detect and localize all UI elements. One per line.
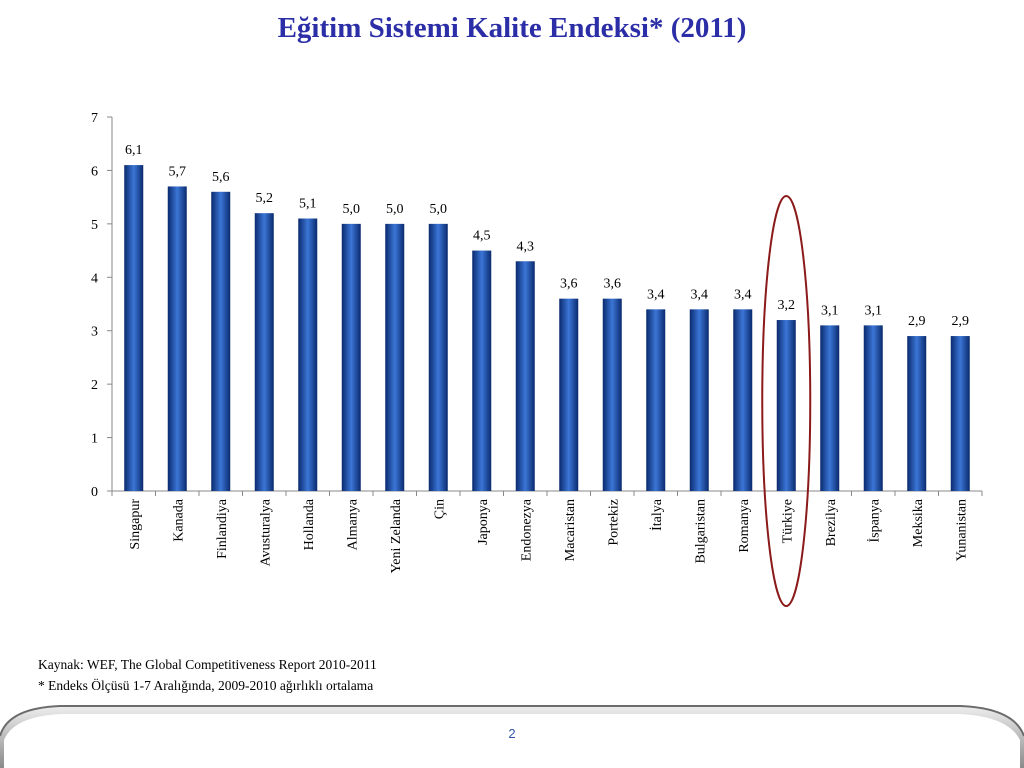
category-label: Kanada xyxy=(171,498,186,542)
data-label: 3,6 xyxy=(604,277,622,292)
bar xyxy=(820,325,840,491)
data-label: 5,0 xyxy=(430,202,448,217)
y-tick-label: 6 xyxy=(91,164,98,179)
chart-labels: 6,1 Singapur 5,7 Kanada 5,6 Finlandiya 5,2 Avus… xyxy=(125,143,969,573)
bar xyxy=(341,223,361,491)
data-label: 5,0 xyxy=(343,202,361,217)
data-label: 2,9 xyxy=(952,314,970,329)
data-label: 2,9 xyxy=(908,314,926,329)
y-tick-label: 3 xyxy=(91,325,98,340)
category-label: Bulgaristan xyxy=(693,499,708,564)
y-tick-label: 4 xyxy=(91,271,98,286)
scale-note: * Endeks Ölçüsü 1-7 Aralığında, 2009-201… xyxy=(38,678,374,693)
y-tick-label: 1 xyxy=(91,432,98,447)
bar xyxy=(559,298,579,491)
data-label: 3,1 xyxy=(821,303,839,318)
data-label: 5,6 xyxy=(212,170,230,185)
data-label: 3,1 xyxy=(865,303,883,318)
bar-series xyxy=(124,165,970,492)
bar xyxy=(428,223,448,491)
category-label: Romanya xyxy=(737,498,752,552)
bar xyxy=(211,191,231,492)
data-label: 3,2 xyxy=(778,298,796,313)
source-note: Kaynak: WEF, The Global Competitiveness … xyxy=(38,657,377,672)
bar xyxy=(733,309,753,491)
bar xyxy=(298,218,318,491)
category-label: Yunanistan xyxy=(954,499,969,561)
bar xyxy=(776,320,796,491)
y-tick-label: 0 xyxy=(91,485,98,500)
bottom-banner xyxy=(0,705,1024,768)
category-label: Çin xyxy=(432,499,447,519)
data-label: 3,4 xyxy=(734,287,752,302)
bar xyxy=(254,213,274,491)
bar xyxy=(907,336,927,491)
data-label: 3,6 xyxy=(560,277,578,292)
bar xyxy=(602,298,622,491)
bar xyxy=(689,309,709,491)
data-label: 5,7 xyxy=(169,164,187,179)
data-label: 5,2 xyxy=(256,191,274,206)
category-label: Almanya xyxy=(345,498,360,550)
y-tick-label: 5 xyxy=(91,218,98,233)
highlight-layer xyxy=(761,195,812,607)
category-label: Endonezya xyxy=(519,498,534,561)
data-label: 4,5 xyxy=(473,229,491,244)
category-label: Hollanda xyxy=(302,498,317,550)
category-label: Brezilya xyxy=(824,498,839,546)
data-label: 3,4 xyxy=(647,287,665,302)
bar xyxy=(472,250,492,491)
slide-title: Eğitim Sistemi Kalite Endeksi* (2011) xyxy=(277,12,747,44)
category-label: Singapur xyxy=(128,499,143,550)
y-tick-label: 7 xyxy=(91,111,98,126)
banner-edge xyxy=(0,705,1024,737)
category-label: İtalya xyxy=(649,498,665,531)
category-label: Türkiye xyxy=(780,499,795,543)
category-label: Macaristan xyxy=(563,499,578,561)
category-label: Finlandiya xyxy=(215,498,230,559)
bar xyxy=(950,336,970,491)
bar xyxy=(863,325,883,491)
data-label: 4,3 xyxy=(517,239,535,254)
y-tick-label: 2 xyxy=(91,378,98,393)
category-label: Meksika xyxy=(911,498,926,547)
bar xyxy=(385,223,405,491)
data-label: 3,4 xyxy=(691,287,709,302)
bar xyxy=(515,261,535,491)
category-label: Yeni Zelanda xyxy=(389,498,404,573)
banner-inner xyxy=(4,714,1020,768)
bar xyxy=(646,309,666,491)
category-label: Avusturalya xyxy=(258,498,273,566)
data-label: 5,1 xyxy=(299,197,317,212)
category-label: Japonya xyxy=(476,498,491,545)
bar xyxy=(124,165,144,492)
bar xyxy=(167,186,187,491)
category-label: İspanya xyxy=(866,498,882,542)
category-label: Portekiz xyxy=(606,499,621,546)
data-label: 5,0 xyxy=(386,202,404,217)
highlight-ellipse xyxy=(761,195,812,607)
page-number: 2 xyxy=(508,726,516,741)
data-label: 6,1 xyxy=(125,143,143,158)
